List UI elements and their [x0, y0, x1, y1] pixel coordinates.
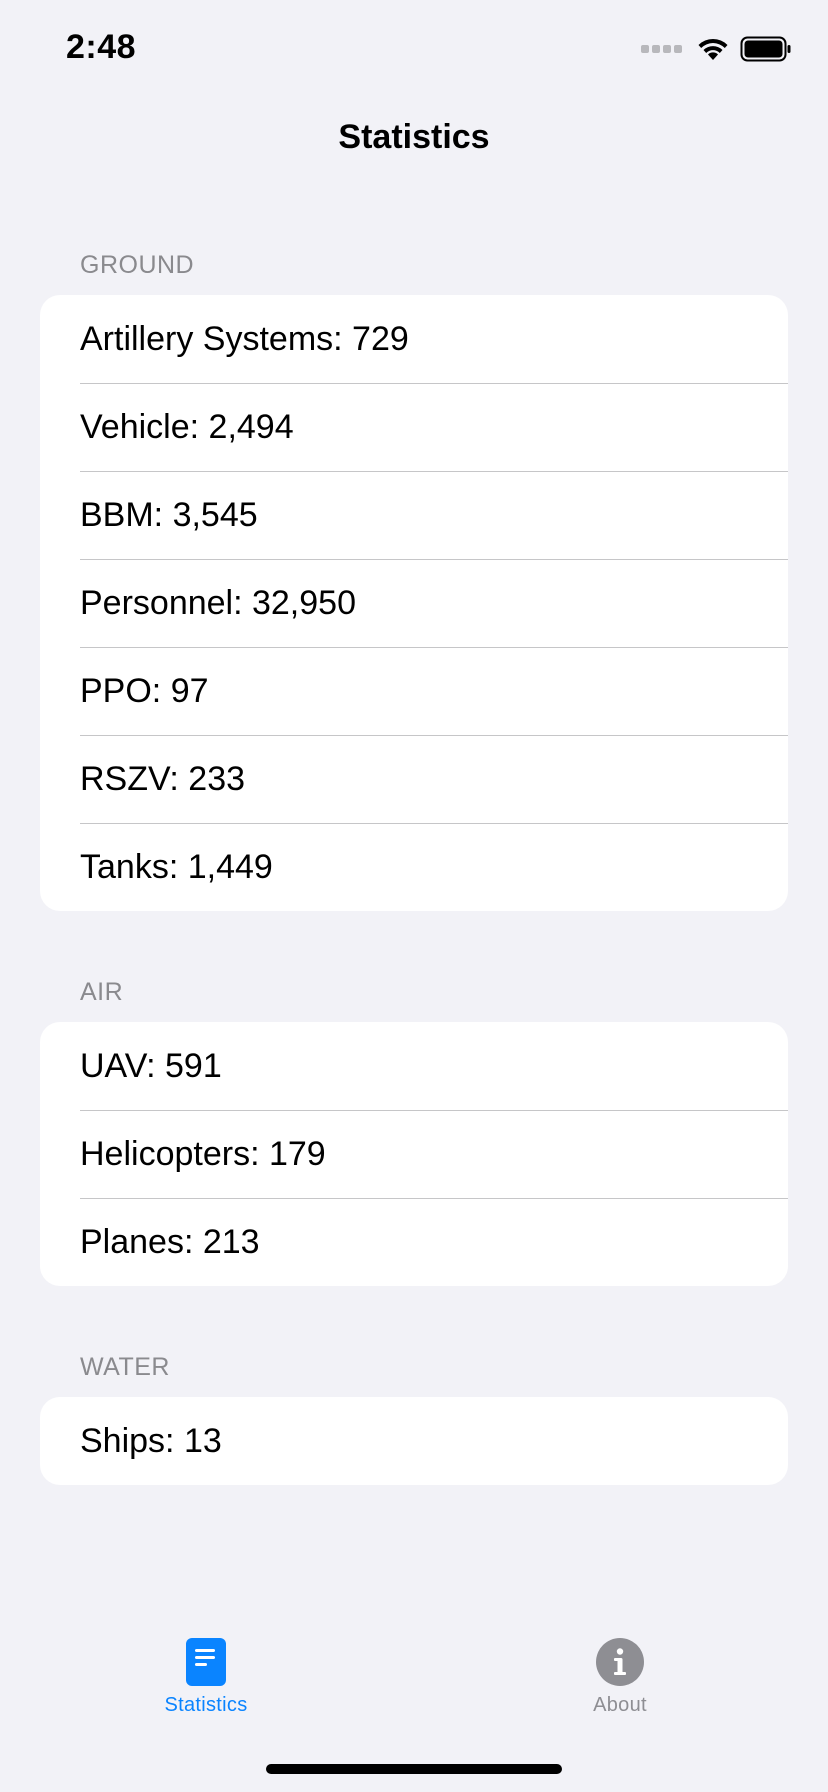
- wifi-icon: [698, 38, 728, 60]
- info-icon: [596, 1638, 644, 1686]
- section-header-ground: GROUND: [80, 251, 195, 279]
- status-time: 2:48: [66, 28, 137, 66]
- list-item-uav[interactable]: UAV: 591: [80, 1046, 222, 1085]
- list-item-personnel[interactable]: Personnel: 32,950: [40, 559, 788, 647]
- document-icon: [186, 1638, 226, 1686]
- list-item-vehicle[interactable]: Vehicle: 2,494: [40, 383, 788, 471]
- list-item-ships[interactable]: Ships: 13: [80, 1421, 222, 1460]
- list-item-rszv[interactable]: RSZV: 233: [40, 735, 788, 823]
- home-indicator: [266, 1764, 562, 1774]
- card-air: UAV: 591 Helicopters: 179 Planes: 213: [40, 1022, 788, 1286]
- card-ground: Artillery Systems: 729 Vehicle: 2,494 BB…: [40, 295, 788, 911]
- section-header-air: AIR: [80, 978, 124, 1006]
- tab-statistics[interactable]: Statistics: [106, 1638, 306, 1717]
- list-item-tanks[interactable]: Tanks: 1,449: [40, 823, 788, 911]
- list-item-ppo[interactable]: PPO: 97: [40, 647, 788, 735]
- tab-statistics-label: Statistics: [164, 1694, 248, 1716]
- page-title: Statistics: [338, 118, 490, 156]
- list-item-bbm[interactable]: BBM: 3,545: [40, 471, 788, 559]
- battery-icon: [740, 36, 791, 62]
- list-item-artillery[interactable]: Artillery Systems: 729: [80, 319, 409, 358]
- status-icons: [641, 34, 792, 64]
- cellular-signal-icon: [641, 45, 682, 53]
- list-item-planes[interactable]: Planes: 213: [40, 1198, 788, 1286]
- tab-bar: Statistics About: [0, 1620, 828, 1792]
- card-water: Ships: 13: [40, 1397, 788, 1485]
- tab-about[interactable]: About: [520, 1638, 720, 1717]
- list-item-helicopters[interactable]: Helicopters: 179: [40, 1110, 788, 1198]
- tab-about-label: About: [593, 1694, 647, 1716]
- section-header-water: WATER: [80, 1353, 170, 1381]
